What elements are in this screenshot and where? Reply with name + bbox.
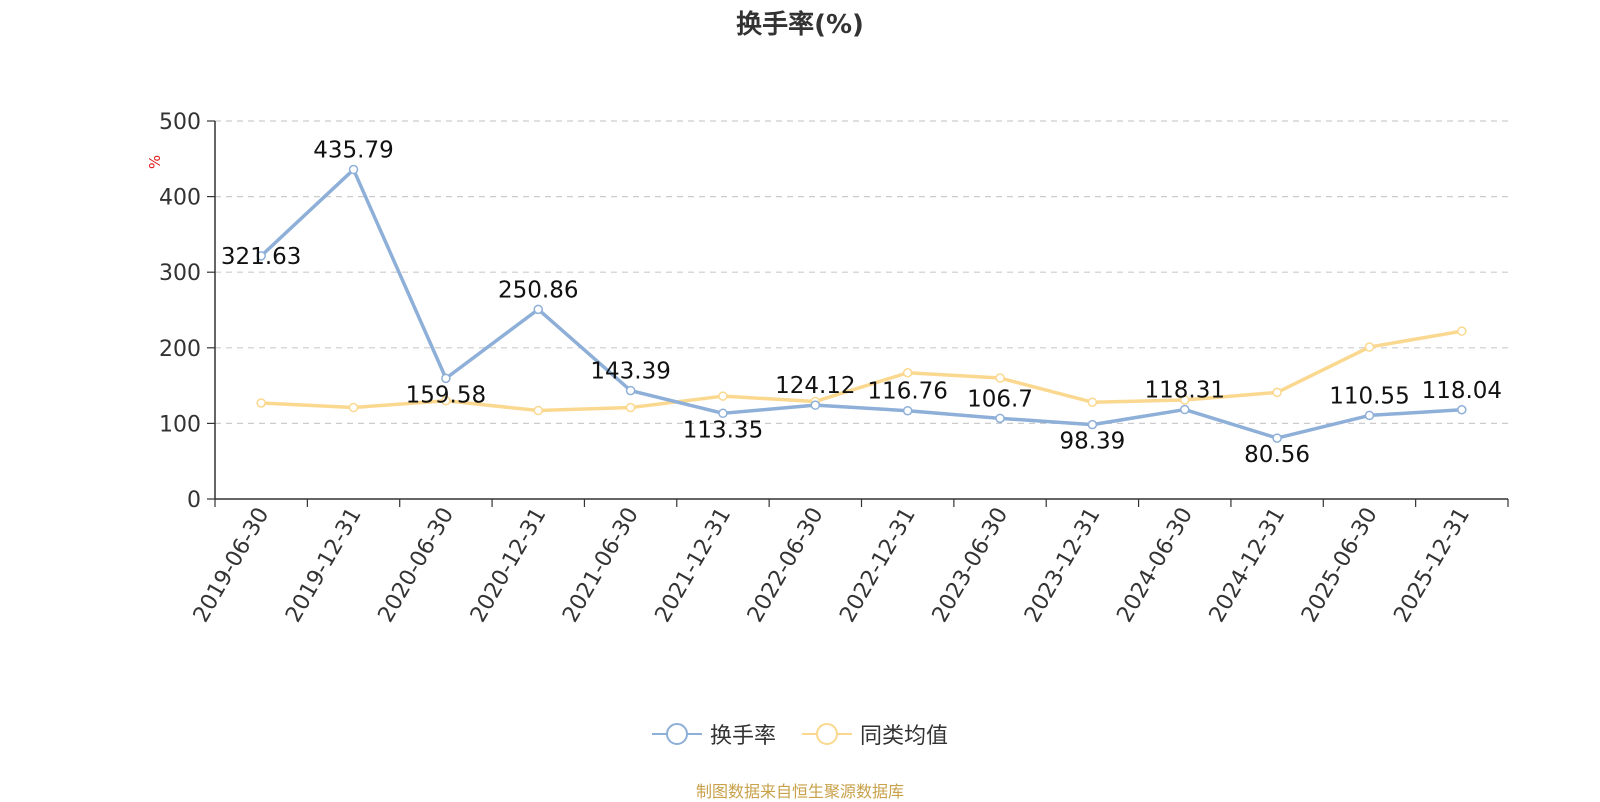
data-point-peer-average <box>256 398 266 408</box>
data-label: 116.76 <box>867 379 947 405</box>
x-tick-label: 2024-12-31 <box>1205 504 1291 627</box>
data-label: 98.39 <box>1059 429 1125 455</box>
data-point-peer-average <box>441 395 451 406</box>
y-tick-label: 200 <box>159 337 201 362</box>
data-label: 110.55 <box>1329 383 1409 409</box>
x-tick-label: 2022-12-31 <box>835 504 921 627</box>
data-label: 250.86 <box>498 277 578 303</box>
data-point-turnover <box>995 413 1005 424</box>
data-point-turnover <box>348 164 359 175</box>
data-label: 106.7 <box>967 386 1033 412</box>
data-point-turnover <box>625 385 636 396</box>
data-point-peer-average <box>1272 387 1282 398</box>
data-point-peer-average <box>1087 397 1098 407</box>
x-tick-label: 2020-06-30 <box>374 503 460 626</box>
x-tick-label: 2024-06-30 <box>1112 504 1198 627</box>
y-tick-label: 400 <box>159 186 201 211</box>
data-label: 321.63 <box>221 244 301 270</box>
x-tick-label: 2019-12-31 <box>281 504 367 627</box>
data-point-turnover <box>256 251 266 261</box>
x-tick-label: 2021-06-30 <box>558 504 644 627</box>
data-point-peer-average <box>995 373 1005 383</box>
data-point-turnover <box>1364 410 1375 421</box>
legend-line-circle-icon <box>802 723 852 745</box>
data-label: 113.35 <box>683 417 763 443</box>
data-point-peer-average <box>718 391 728 401</box>
x-tick-label: 2019-06-30 <box>189 504 275 627</box>
data-point-peer-average <box>533 405 543 416</box>
series-line-turnover <box>259 167 1462 440</box>
data-label: 435.79 <box>313 138 393 164</box>
data-point-peer-average <box>1457 326 1467 336</box>
y-tick-label: 0 <box>187 488 201 513</box>
x-tick-label: 2025-12-31 <box>1389 504 1475 627</box>
legend: 换手率 同类均值 <box>0 718 1600 750</box>
chart-title: 换手率(%) <box>736 10 864 40</box>
data-point-turnover <box>1272 433 1282 443</box>
x-tick-label: 2023-06-30 <box>928 503 1014 626</box>
data-point-turnover <box>1457 405 1467 415</box>
data-label: 159.58 <box>406 382 486 408</box>
data-point-peer-average <box>1364 342 1375 352</box>
legend-label-peer-average: 同类均值 <box>860 724 949 749</box>
data-label: 118.04 <box>1422 378 1502 404</box>
data-point-peer-average <box>625 402 636 413</box>
legend-item-peer-average[interactable]: 同类均值 <box>802 718 948 750</box>
y-axis-label: % <box>146 155 164 169</box>
data-point-peer-average <box>348 402 359 413</box>
x-tick-label: 2020-12-31 <box>466 504 552 627</box>
legend-line-circle-icon <box>651 723 702 745</box>
data-label: 118.31 <box>1145 378 1225 404</box>
data-point-peer-average <box>1180 395 1190 405</box>
data-label: 80.56 <box>1244 442 1310 468</box>
x-tick-label: 2022-06-30 <box>743 504 829 627</box>
data-point-turnover <box>1087 419 1098 430</box>
y-tick-label: 300 <box>159 261 201 286</box>
data-point-turnover <box>441 373 451 384</box>
data-point-peer-average <box>902 367 913 378</box>
source-note: 制图数据来自恒生聚源数据库 <box>695 782 904 801</box>
data-point-turnover <box>533 304 543 315</box>
y-tick-label: 100 <box>159 412 201 437</box>
x-tick-label: 2021-12-31 <box>651 504 737 627</box>
y-tick-label: 500 <box>159 110 201 135</box>
series-line-peer-average <box>261 329 1463 413</box>
x-tick-label: 2023-12-31 <box>1020 504 1106 627</box>
legend-item-turnover[interactable]: 换手率 <box>651 718 776 750</box>
legend-label-turnover: 换手率 <box>709 724 776 749</box>
data-label: 143.39 <box>590 359 670 385</box>
data-label: 124.12 <box>775 373 855 399</box>
x-tick-label: 2025-06-30 <box>1297 504 1383 627</box>
data-point-turnover <box>1180 404 1190 415</box>
data-point-turnover <box>902 405 913 416</box>
data-point-turnover <box>810 400 821 410</box>
data-point-turnover <box>718 408 728 419</box>
